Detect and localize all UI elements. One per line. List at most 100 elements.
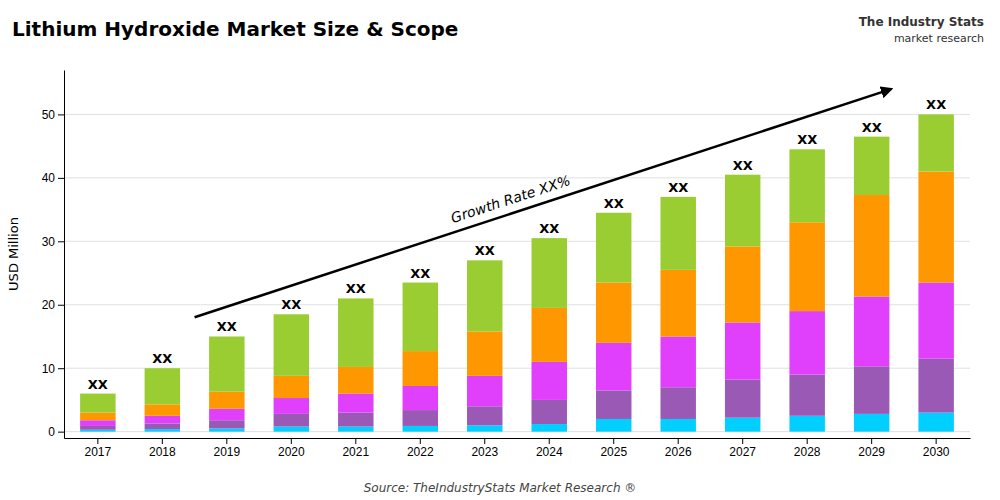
tick-label: 2027: [729, 445, 756, 459]
bar-segment: [274, 398, 309, 414]
tick-label: 2030: [923, 445, 950, 459]
stack-label: XX: [88, 377, 108, 392]
bar-segment: [274, 376, 309, 398]
tick-mark: [613, 438, 614, 444]
tick: 2023: [471, 438, 498, 459]
tick-label: 2024: [536, 445, 563, 459]
bar-segment: [467, 260, 502, 331]
tick: 2029: [858, 438, 885, 459]
bar-segment: [403, 386, 438, 410]
y-axis-title: USD Million: [6, 217, 21, 291]
tick-label: 40: [42, 171, 56, 185]
stack-label: XX: [604, 196, 624, 211]
stack-label: XX: [862, 120, 882, 135]
bar-segment: [274, 414, 309, 427]
tick-mark: [678, 438, 679, 444]
bars: [80, 114, 954, 431]
bar-segment: [854, 195, 889, 297]
chart: 0102030405020172018201920202021202220232…: [0, 0, 1000, 500]
bar-segment: [532, 424, 567, 432]
tick-label: 0: [48, 425, 55, 439]
tick-mark: [484, 438, 485, 444]
bar-segment: [209, 392, 244, 409]
bar-segment: [209, 409, 244, 420]
bar-segment: [789, 416, 824, 432]
tick-mark: [355, 438, 356, 444]
bar-segment: [596, 213, 631, 283]
bar-segment: [789, 311, 824, 374]
bar-segment: [467, 425, 502, 431]
tick-mark: [58, 178, 64, 179]
tick: 2020: [278, 438, 305, 459]
stack-label: XX: [926, 97, 946, 112]
bar-segment: [274, 314, 309, 376]
bar-segment: [467, 331, 502, 375]
tick-label: 30: [42, 235, 56, 249]
tick-label: 2023: [471, 445, 498, 459]
bar-segment: [918, 114, 953, 171]
tick-mark: [58, 241, 64, 242]
tick-label: 2026: [665, 445, 692, 459]
tick-label: 2029: [858, 445, 885, 459]
tick-label: 2020: [278, 445, 305, 459]
bar-segment: [403, 283, 438, 352]
bar-segment: [725, 246, 760, 322]
grid-line: [64, 368, 970, 369]
y-axis: 01020304050: [42, 71, 65, 439]
bar-segment: [145, 423, 180, 429]
stack-label: XX: [217, 319, 237, 334]
tick-label: 20: [42, 298, 56, 312]
bar-segment: [725, 418, 760, 432]
source: Source: TheIndustryStats Market Research…: [364, 481, 637, 495]
tick-mark: [420, 438, 421, 444]
bar-segment: [660, 336, 695, 387]
grid-line: [64, 241, 970, 242]
bar-segment: [789, 222, 824, 311]
bar-segment: [338, 367, 373, 394]
bar-segment: [660, 197, 695, 270]
bar-segment: [403, 426, 438, 432]
bar-segment: [145, 368, 180, 404]
tick: 2025: [600, 438, 627, 459]
tick-mark: [871, 438, 872, 444]
stack-label: XX: [152, 351, 172, 366]
bar-segment: [918, 283, 953, 359]
bar-segment: [145, 404, 180, 415]
title: Lithium Hydroxide Market Size & Scope: [12, 17, 458, 41]
grid-line: [64, 304, 970, 305]
tick: 2024: [536, 438, 563, 459]
tick: 0: [48, 425, 64, 439]
tick-mark: [58, 305, 64, 306]
grid-line: [64, 431, 970, 432]
bar-segment: [660, 419, 695, 432]
bar-segment: [918, 359, 953, 413]
bar-segment: [80, 394, 115, 413]
bar-segment: [596, 419, 631, 432]
bar-segment: [467, 376, 502, 406]
tick: 20: [42, 298, 64, 312]
bar-segment: [467, 406, 502, 425]
bar-segment: [209, 428, 244, 431]
tick-mark: [162, 438, 163, 444]
tick-label: 2018: [149, 445, 176, 459]
stack-label: XX: [539, 221, 559, 236]
tick-label: 2019: [213, 445, 240, 459]
bar-segment: [725, 175, 760, 247]
grid-line: [64, 177, 970, 178]
tick: 30: [42, 235, 64, 249]
stack-label: XX: [668, 180, 688, 195]
bar-segment: [145, 429, 180, 432]
tick-label: 2022: [407, 445, 434, 459]
stack-label: XX: [410, 266, 430, 281]
axis-line: [65, 438, 971, 439]
tick: 2019: [213, 438, 240, 459]
tick: 2026: [665, 438, 692, 459]
grid: [64, 114, 970, 431]
grid-line: [64, 114, 970, 115]
bar-segment: [145, 416, 180, 424]
stack-labels: XXXXXXXXXXXXXXXXXXXXXXXXXXXX: [88, 97, 946, 391]
bar-segment: [725, 380, 760, 418]
arrow: [195, 89, 891, 317]
tick-mark: [291, 438, 292, 444]
bar-segment: [403, 410, 438, 426]
